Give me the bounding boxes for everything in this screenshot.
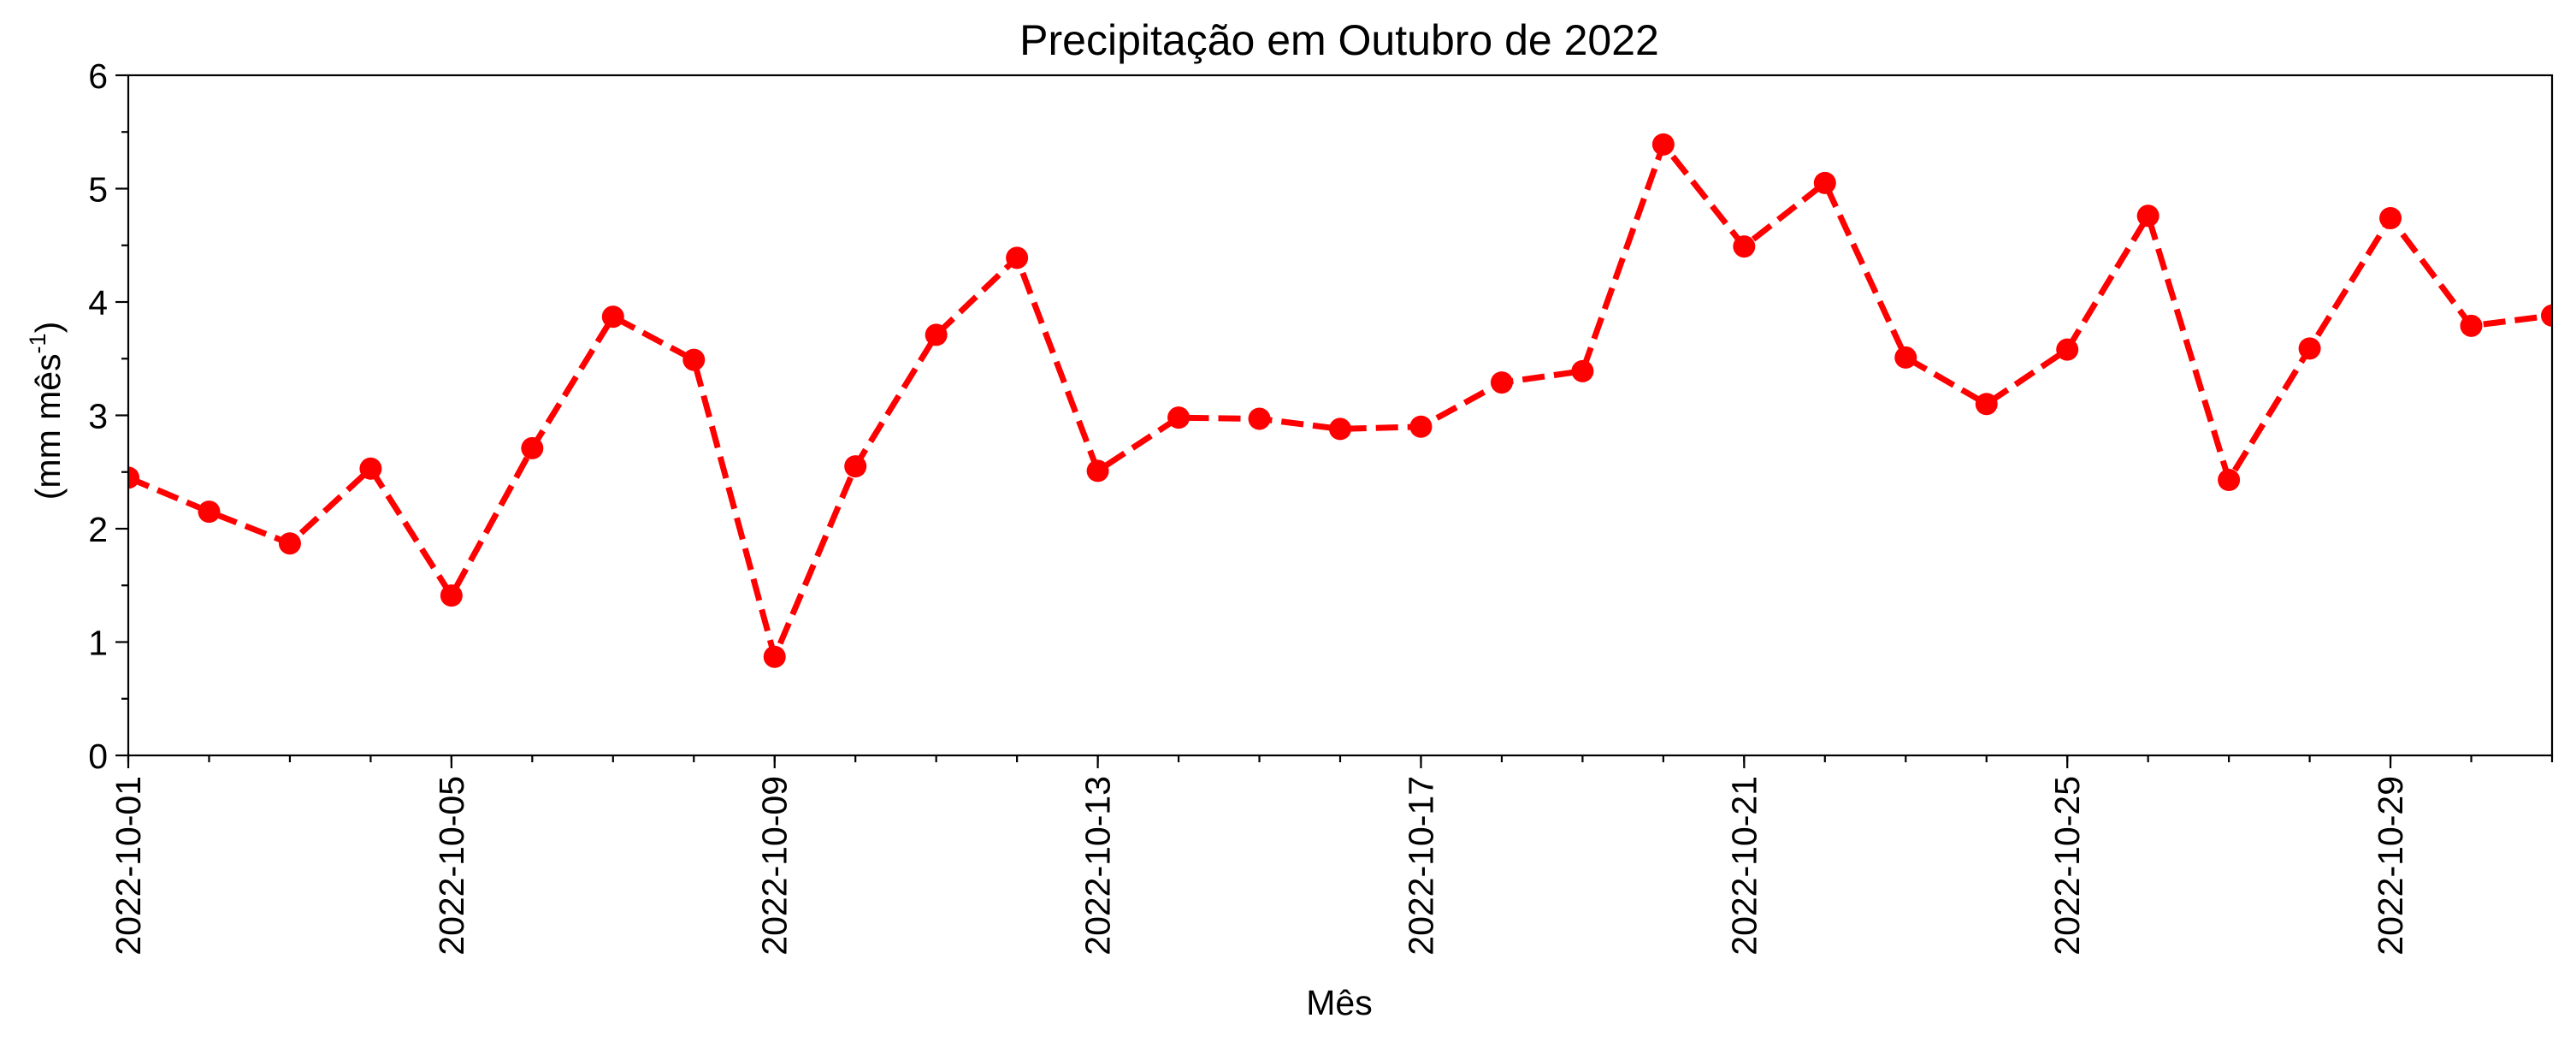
y-tick-label: 5 bbox=[88, 170, 108, 210]
data-point bbox=[1006, 246, 1029, 269]
y-tick-label: 6 bbox=[88, 56, 108, 96]
data-point bbox=[2379, 206, 2402, 229]
x-tick-label: 2022-10-29 bbox=[2371, 776, 2410, 956]
y-axis-label-text: (mm mês bbox=[28, 353, 68, 500]
x-tick-label: 2022-10-13 bbox=[1078, 776, 1118, 956]
x-tick-label: 2022-10-09 bbox=[755, 776, 795, 956]
plot-area: 0 1 2 3 4 5 6 2022-10-01 2022-10-05 2022-10-09 202… bbox=[88, 56, 2554, 956]
data-point bbox=[1329, 417, 1351, 441]
data-point bbox=[2056, 338, 2079, 361]
data-point bbox=[1167, 406, 1191, 429]
data-point bbox=[2136, 204, 2159, 228]
data-point bbox=[1894, 346, 1917, 369]
x-axis-label: Mês bbox=[1306, 983, 1372, 1022]
y-tick-label: 0 bbox=[88, 737, 108, 776]
data-point bbox=[1571, 359, 1594, 382]
x-tick-label: 2022-10-21 bbox=[1724, 776, 1764, 956]
data-point bbox=[844, 455, 867, 478]
data-point bbox=[521, 436, 544, 459]
x-tick-label: 2022-10-17 bbox=[1401, 776, 1440, 956]
data-point bbox=[1086, 459, 1109, 483]
data-point bbox=[763, 645, 786, 668]
data-point bbox=[1813, 171, 1836, 194]
data-point bbox=[1248, 407, 1271, 430]
data-point bbox=[2541, 304, 2552, 327]
plot-frame bbox=[127, 74, 2554, 757]
y-axis-label: (mm mês-1) bbox=[25, 322, 68, 500]
data-point bbox=[925, 323, 948, 346]
data-point bbox=[359, 457, 382, 480]
data-point bbox=[682, 348, 706, 371]
data-point bbox=[198, 500, 221, 524]
y-axis-label-suffix: ) bbox=[28, 322, 68, 334]
data-point bbox=[1975, 393, 1998, 416]
data-point bbox=[1733, 235, 1756, 258]
y-tick-label: 1 bbox=[88, 624, 108, 663]
data-point bbox=[1490, 371, 1513, 394]
data-point bbox=[1651, 133, 1675, 156]
data-point bbox=[2460, 314, 2483, 337]
y-tick-label: 3 bbox=[88, 397, 108, 436]
data-point bbox=[278, 532, 301, 555]
x-tick-label: 2022-10-05 bbox=[432, 776, 471, 956]
data-point bbox=[2218, 469, 2241, 492]
x-tick-label: 2022-10-01 bbox=[109, 776, 148, 956]
chart-title: Precipitação em Outubro de 2022 bbox=[1019, 16, 1659, 64]
y-axis-label-group: (mm mês-1) bbox=[25, 322, 68, 500]
y-axis-label-superscript: -1 bbox=[25, 333, 50, 353]
y-tick-label: 2 bbox=[88, 510, 108, 549]
data-point bbox=[440, 584, 463, 607]
data-point bbox=[2298, 337, 2321, 360]
y-tick-label: 4 bbox=[88, 283, 108, 323]
data-point bbox=[601, 305, 624, 329]
data-point bbox=[1409, 415, 1433, 438]
data-point bbox=[128, 466, 139, 489]
series-group bbox=[128, 133, 2552, 668]
x-tick-label: 2022-10-25 bbox=[2047, 776, 2087, 956]
